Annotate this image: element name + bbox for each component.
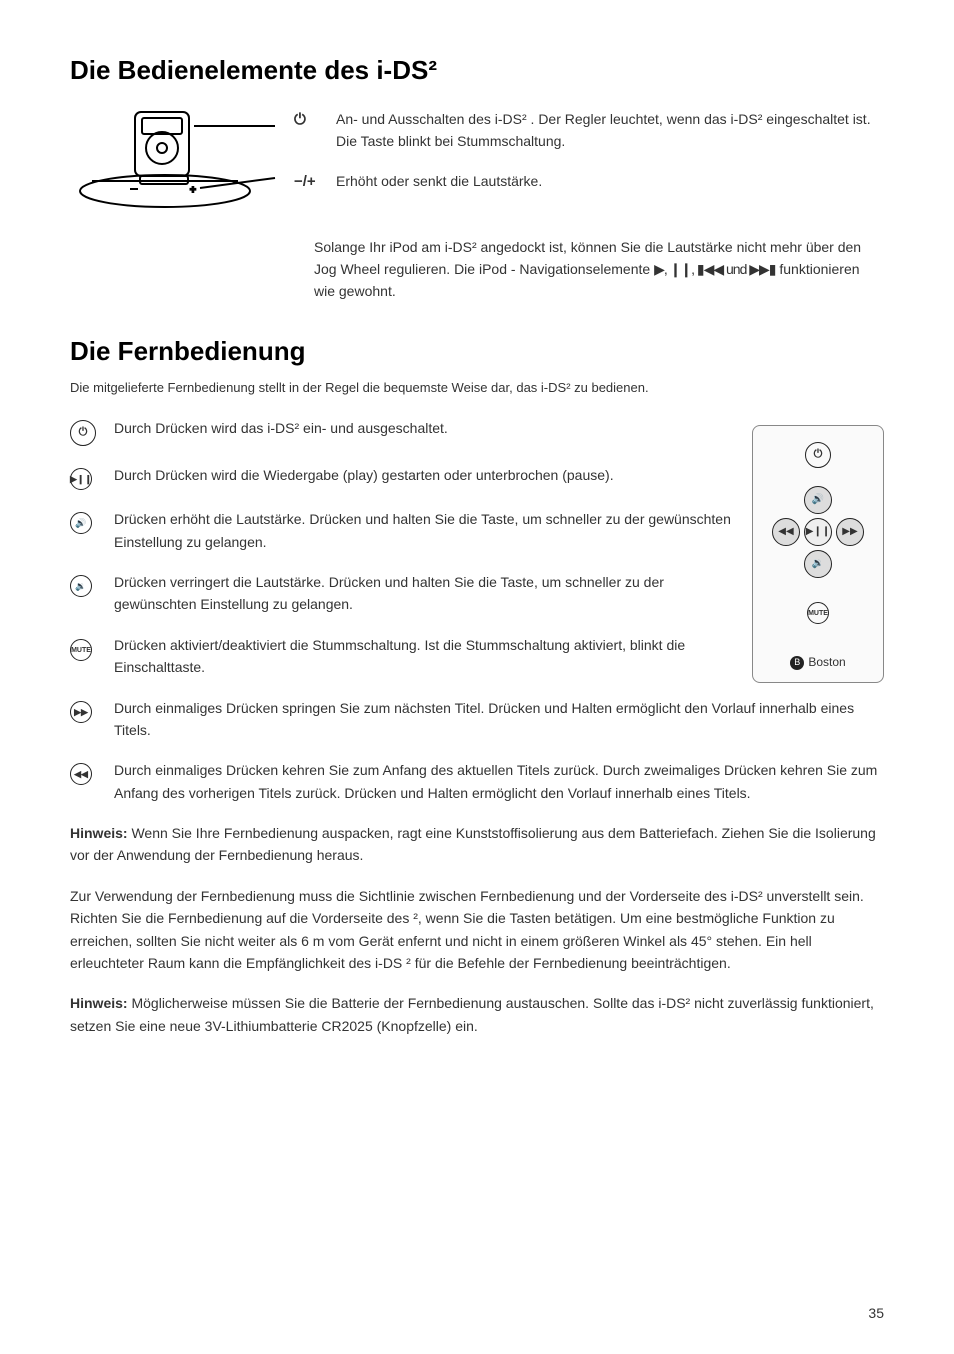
remote-desc: Drücken erhöht die Lautstärke. Drücken u… (114, 508, 734, 553)
note-icons: ▶, ❙❙, ▮◀◀ und ▶▶▮ (654, 261, 775, 277)
remote-prev-icon: ◀◀ (772, 518, 800, 546)
remote-item-next: ▶▶ Durch einmaliges Drücken springen Sie… (70, 697, 884, 742)
controls-row: + ⏻ An- und Ausschalten des i-DS² . Der … (70, 106, 884, 216)
hinweis2-label: Hinweis: (70, 995, 128, 1011)
section1-heading: Die Bedienelemente des i-DS² (70, 50, 884, 92)
power-icon: ⏻ (70, 420, 96, 446)
remote-item-power: ⏻ Durch Drücken wird das i-DS² ein- und … (70, 417, 734, 446)
remote-power-icon: ⏻ (805, 442, 831, 468)
control-line-volume: −/+ Erhöht oder senkt die Lautstärke. (294, 170, 884, 194)
remote-play-icon: ▶❙❙ (804, 518, 832, 546)
icon-cell: ▶▶ (70, 697, 100, 742)
control-line-power: ⏻ An- und Ausschalten des i-DS² . Der Re… (294, 108, 884, 153)
next-icon: ▶▶ (70, 701, 92, 723)
icon-cell: MUTE (70, 634, 100, 679)
boston-logo: B Boston (790, 653, 845, 672)
section2-subtitle: Die mitgelieferte Fernbedienung stellt i… (70, 378, 884, 399)
power-desc: An- und Ausschalten des i-DS² . Der Regl… (336, 108, 884, 153)
prev-icon: ◀◀ (70, 763, 92, 785)
remote-diagram: ⏻ 🔊 🔉 ◀◀ ▶▶ ▶❙❙ MUTE B Boston (752, 425, 884, 683)
remote-item-prev: ◀◀ Durch einmaliges Drücken kehren Sie z… (70, 759, 884, 804)
power-icon: ⏻ (294, 108, 324, 153)
volup-icon: 🔊 (70, 512, 92, 534)
svg-text:+: + (190, 185, 196, 196)
remote-section: ⏻ 🔊 🔉 ◀◀ ▶▶ ▶❙❙ MUTE B Boston ⏻ Durch Dr… (70, 417, 884, 804)
volume-symbol: −/+ (294, 170, 324, 194)
remote-desc: Durch einmaliges Drücken springen Sie zu… (114, 697, 884, 742)
hinweis1-label: Hinweis: (70, 825, 128, 841)
section2-heading: Die Fernbedienung (70, 331, 884, 373)
mute-icon: MUTE (70, 639, 92, 661)
remote-dpad: 🔊 🔉 ◀◀ ▶▶ ▶❙❙ (768, 482, 868, 582)
remote-item-volup: 🔊 Drücken erhöht die Lautstärke. Drücken… (70, 508, 734, 553)
icon-cell: ▶❙❙ (70, 464, 100, 490)
remote-next-icon: ▶▶ (836, 518, 864, 546)
icon-cell: ◀◀ (70, 759, 100, 804)
icon-cell: 🔊 (70, 508, 100, 553)
remote-item-voldown: 🔉 Drücken verringert die Lautstärke. Drü… (70, 571, 734, 616)
remote-item-play: ▶❙❙ Durch Drücken wird die Wiedergabe (p… (70, 464, 734, 490)
remote-voldown-icon: 🔉 (804, 550, 832, 578)
ipod-note: Solange Ihr iPod am i-DS² angedockt ist,… (314, 236, 864, 303)
icon-cell: ⏻ (70, 417, 100, 446)
remote-desc: Drücken verringert die Lautstärke. Drück… (114, 571, 734, 616)
icon-cell: 🔉 (70, 571, 100, 616)
remote-mute-icon: MUTE (807, 602, 829, 624)
hinweis1-text: Wenn Sie Ihre Fernbedienung auspacken, r… (70, 825, 876, 863)
remote-item-mute: MUTE Drücken aktiviert/deaktiviert die S… (70, 634, 734, 679)
hinweis-1: Hinweis: Wenn Sie Ihre Fernbedienung aus… (70, 822, 884, 867)
page-number: 35 (868, 1302, 884, 1324)
hinweis2-text: Möglicherweise müssen Sie die Batterie d… (70, 995, 874, 1033)
volume-desc: Erhöht oder senkt die Lautstärke. (336, 170, 884, 194)
remote-desc: Drücken aktiviert/deaktiviert die Stumms… (114, 634, 734, 679)
usage-paragraph: Zur Verwendung der Fernbedienung muss di… (70, 885, 884, 975)
remote-desc: Durch Drücken wird die Wiedergabe (play)… (114, 464, 734, 490)
voldown-icon: 🔉 (70, 575, 92, 597)
hinweis-2: Hinweis: Möglicherweise müssen Sie die B… (70, 992, 884, 1037)
remote-volup-icon: 🔊 (804, 486, 832, 514)
control-items: ⏻ An- und Ausschalten des i-DS² . Der Re… (294, 106, 884, 216)
playpause-icon: ▶❙❙ (70, 468, 92, 490)
remote-desc: Durch einmaliges Drücken kehren Sie zum … (114, 759, 884, 804)
remote-desc: Durch Drücken wird das i-DS² ein- und au… (114, 417, 734, 446)
boston-logo-icon: B (790, 656, 804, 670)
boston-logo-text: Boston (808, 653, 845, 672)
device-diagram: + (70, 106, 280, 216)
